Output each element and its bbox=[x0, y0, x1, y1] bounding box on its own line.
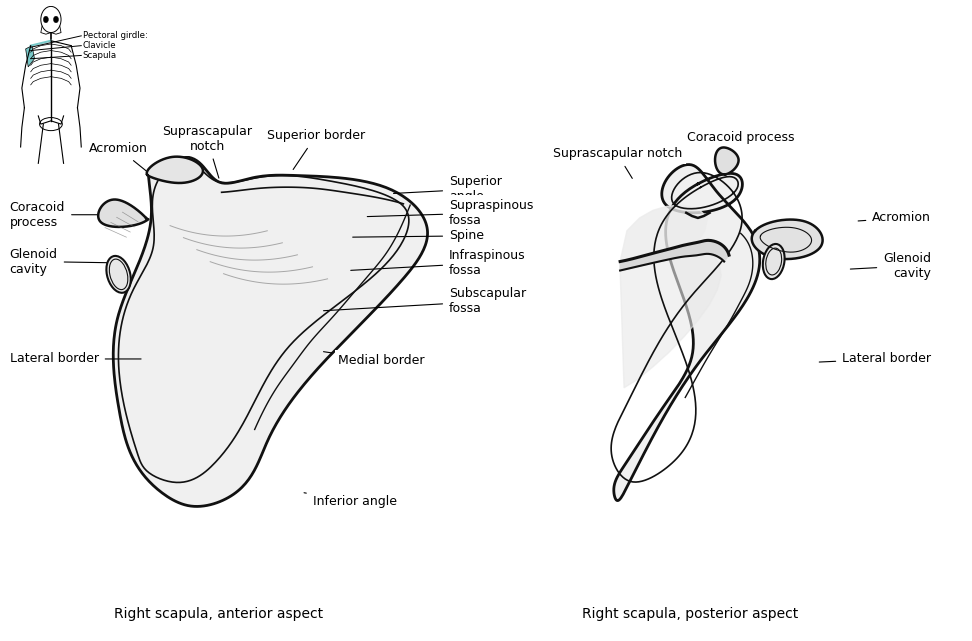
Circle shape bbox=[53, 16, 58, 22]
Text: Superior border: Superior border bbox=[267, 129, 364, 169]
Polygon shape bbox=[620, 205, 708, 262]
Text: Coracoid
process: Coracoid process bbox=[10, 201, 125, 229]
Text: Inferior angle: Inferior angle bbox=[304, 493, 397, 508]
Text: Subscapular
fossa: Subscapular fossa bbox=[324, 287, 526, 315]
Text: Acromion: Acromion bbox=[858, 212, 931, 224]
Text: Pectoral girdle:: Pectoral girdle: bbox=[83, 31, 148, 40]
Polygon shape bbox=[613, 165, 760, 501]
Text: Spine: Spine bbox=[353, 229, 484, 242]
Text: Infraspinous
fossa: Infraspinous fossa bbox=[351, 249, 526, 277]
Polygon shape bbox=[751, 220, 822, 259]
Text: Glenoid
cavity: Glenoid cavity bbox=[850, 252, 931, 280]
Text: Superior
angle: Superior angle bbox=[394, 175, 502, 203]
Polygon shape bbox=[620, 240, 729, 271]
Text: Suprascapular
notch: Suprascapular notch bbox=[162, 124, 252, 178]
Polygon shape bbox=[620, 254, 721, 388]
Text: Coracoid process: Coracoid process bbox=[687, 131, 794, 167]
Circle shape bbox=[44, 16, 49, 22]
Text: Clavicle: Clavicle bbox=[83, 41, 116, 50]
Ellipse shape bbox=[106, 256, 131, 293]
Polygon shape bbox=[715, 147, 739, 174]
Ellipse shape bbox=[763, 244, 784, 279]
Text: Lateral border: Lateral border bbox=[10, 353, 141, 365]
Polygon shape bbox=[147, 156, 203, 183]
Polygon shape bbox=[25, 46, 35, 67]
Text: Acromion: Acromion bbox=[89, 142, 148, 172]
Polygon shape bbox=[114, 156, 428, 506]
Text: Scapula: Scapula bbox=[83, 51, 117, 60]
Text: Right scapula, posterior aspect: Right scapula, posterior aspect bbox=[582, 607, 798, 621]
Text: Medial border: Medial border bbox=[324, 352, 425, 367]
Text: Glenoid
cavity: Glenoid cavity bbox=[10, 247, 112, 276]
Text: Suprascapular notch: Suprascapular notch bbox=[553, 147, 681, 178]
Text: Supraspinous
fossa: Supraspinous fossa bbox=[367, 199, 534, 227]
Text: Lateral border: Lateral border bbox=[819, 353, 931, 365]
Polygon shape bbox=[98, 199, 149, 227]
Text: Right scapula, anterior aspect: Right scapula, anterior aspect bbox=[114, 607, 324, 621]
